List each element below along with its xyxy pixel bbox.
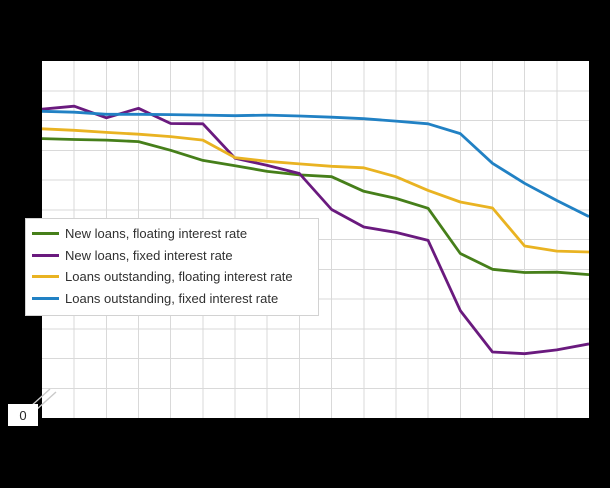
legend-item: Loans outstanding, fixed interest rate xyxy=(32,288,312,310)
legend-line-swatch-blue-icon xyxy=(32,296,59,300)
series-line-new-loans-fixed-interest-rate xyxy=(42,104,589,356)
legend-item: New loans, fixed interest rate xyxy=(32,245,312,267)
legend-line-swatch-green-icon xyxy=(32,232,59,236)
series-line-loans-outstanding-fixed-interest-rate xyxy=(42,109,589,218)
legend: New loans, floating interest rate New lo… xyxy=(25,218,319,316)
legend-line-swatch-purple-icon xyxy=(32,253,59,257)
legend-label: Loans outstanding, fixed interest rate xyxy=(65,290,279,306)
legend-line-swatch-orange-icon xyxy=(32,275,59,279)
series-line-new-loans-floating-interest-rate xyxy=(42,137,589,276)
legend-item: Loans outstanding, floating interest rat… xyxy=(32,266,312,288)
series-line-loans-outstanding-floating-interest-rate xyxy=(42,127,589,254)
y-axis-zero-tick-label: 0 xyxy=(8,404,38,426)
legend-label: New loans, fixed interest rate xyxy=(65,247,233,263)
legend-label: New loans, floating interest rate xyxy=(65,226,248,242)
legend-label: Loans outstanding, floating interest rat… xyxy=(65,269,293,285)
legend-item: New loans, floating interest rate xyxy=(32,223,312,245)
